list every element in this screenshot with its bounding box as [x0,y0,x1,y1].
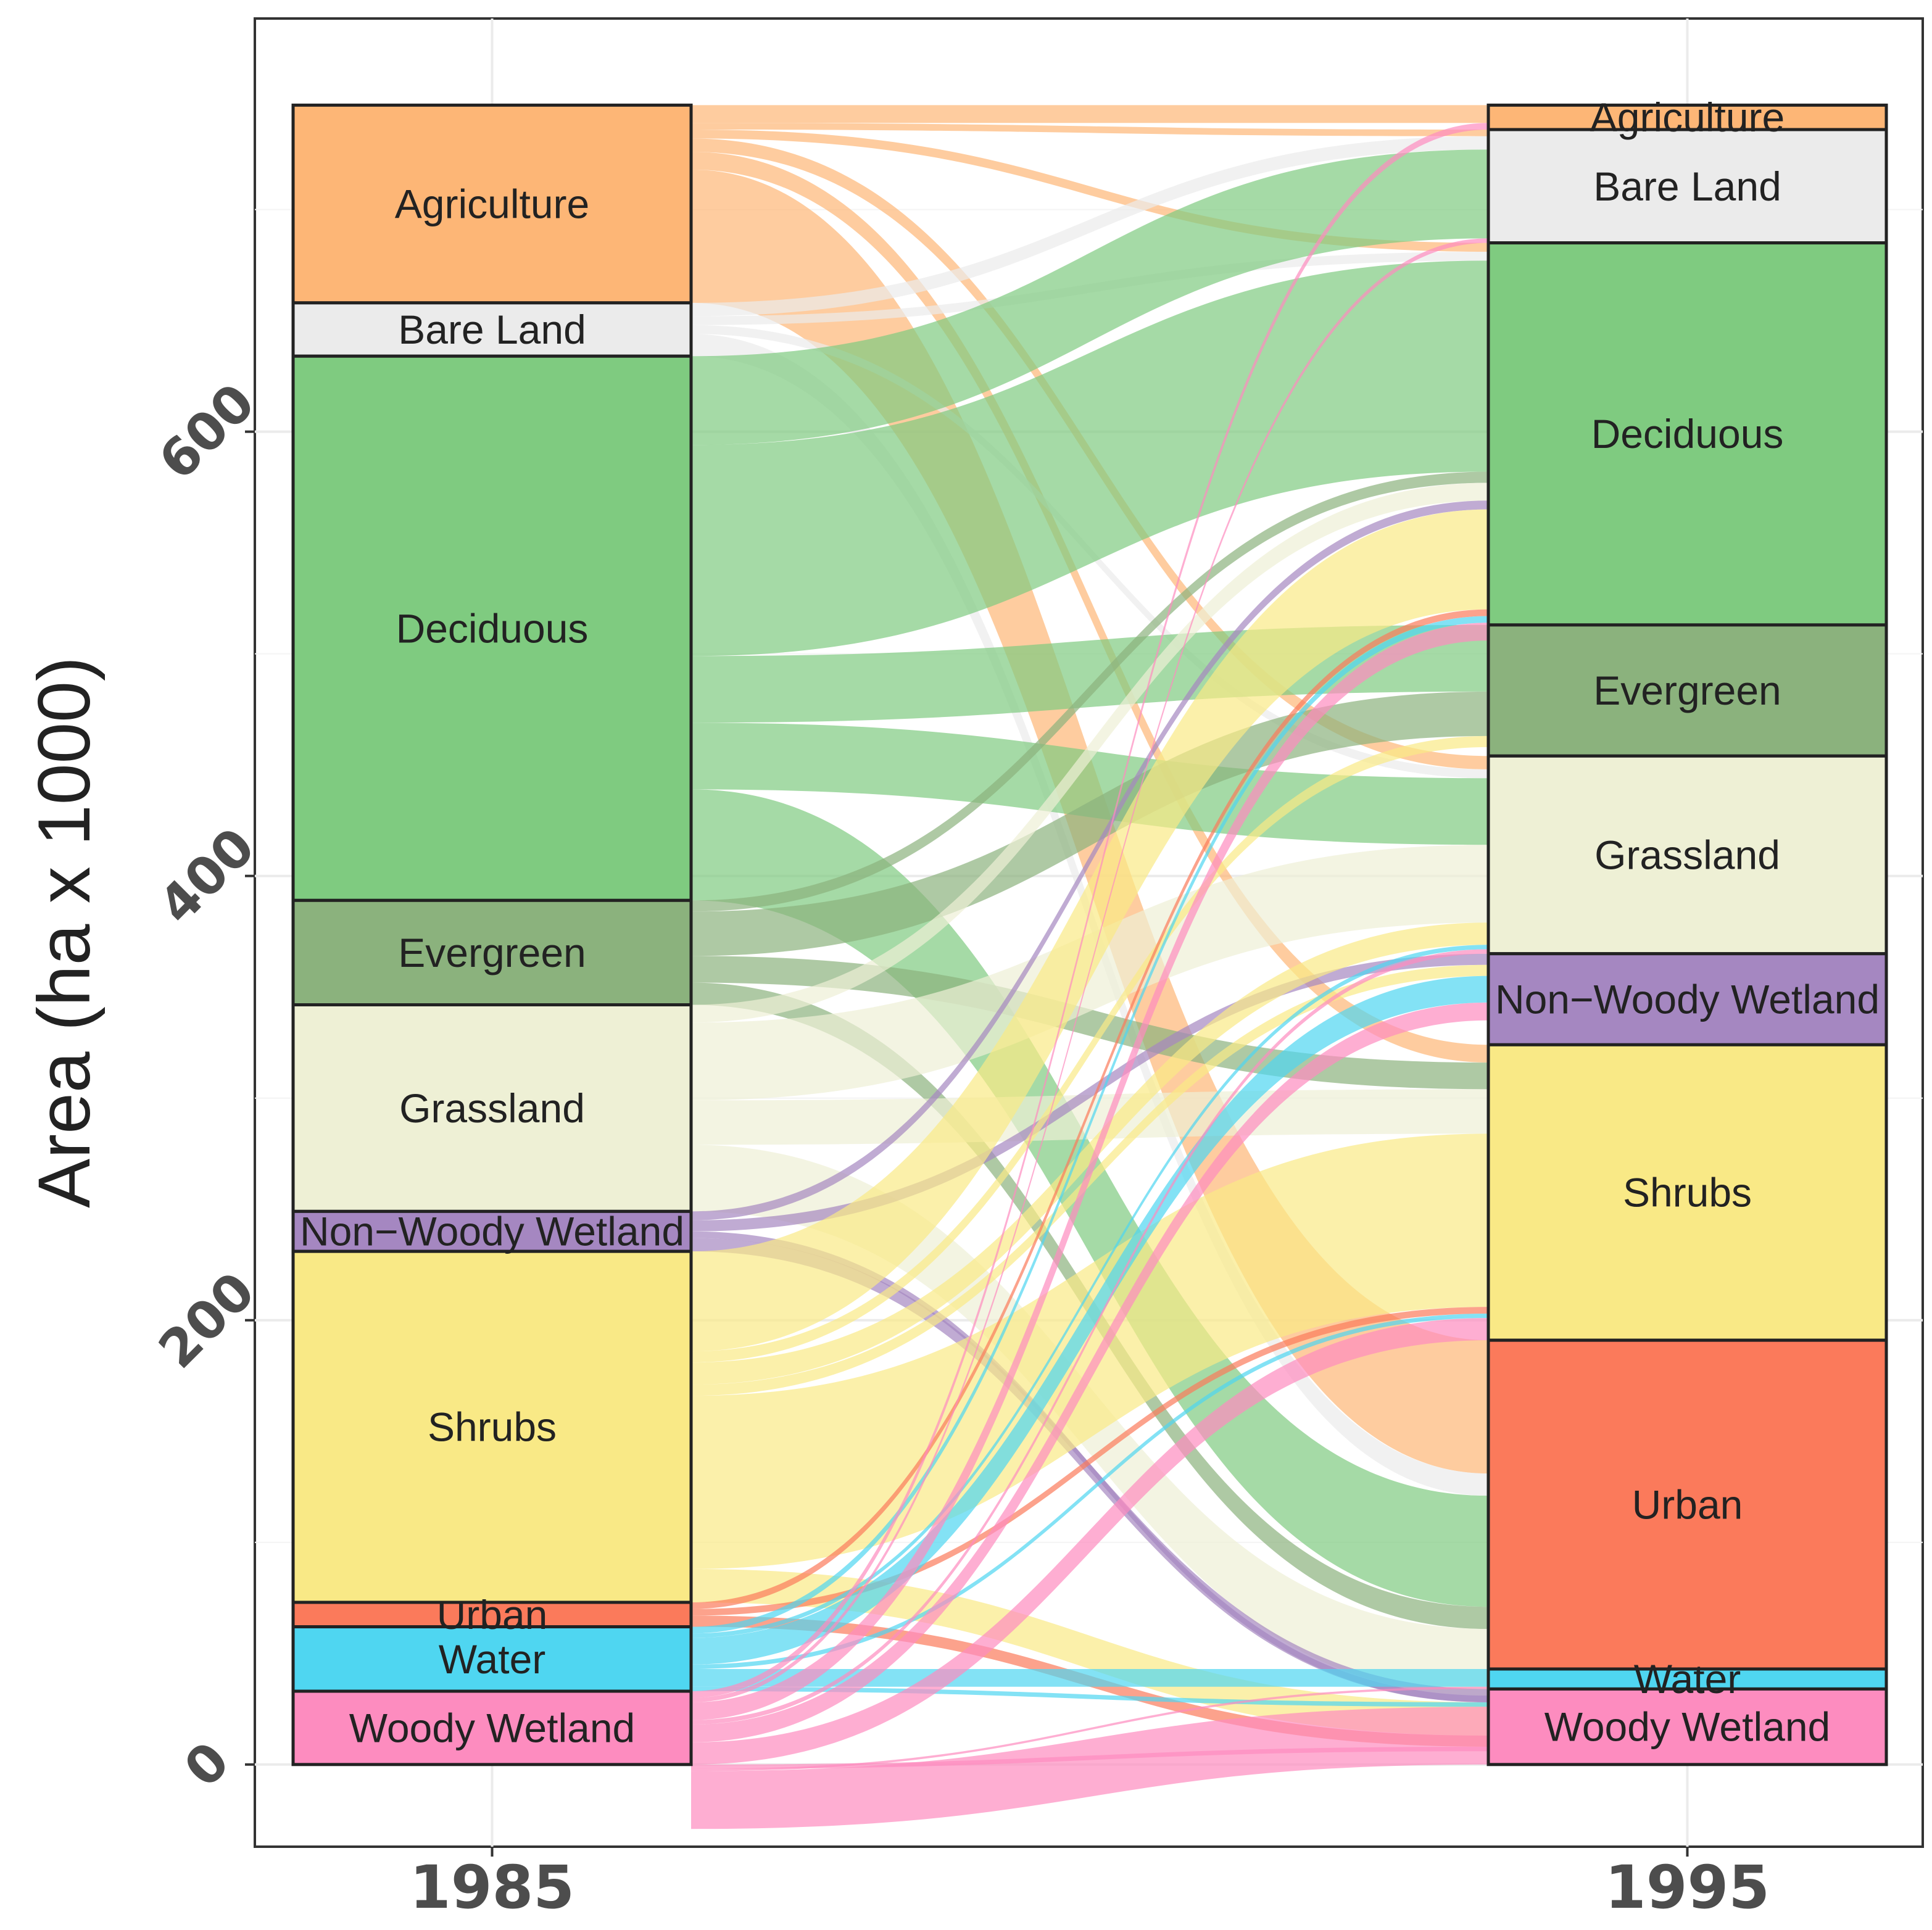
y-axis-title: Area (ha x 1000) [23,656,106,1208]
flow-water-to-grassland [691,945,1488,1638]
node-label-1995-woody-wetland: Woody Wetland [1544,1704,1830,1750]
node-label-1985-water: Water [439,1636,546,1682]
flows [691,105,1488,1829]
flow-evergreen-to-evergreen [691,691,1488,956]
node-labels: Agriculture Bare Land Deciduous Evergreen Gr… [300,94,1880,1750]
y-tick-label: 600 [147,372,266,491]
flow-evergreen-to-deciduous [691,471,1488,912]
node-label-1995-urban: Urban [1632,1482,1743,1528]
flow-woody-wetland-to-shrubs [691,1318,1488,1765]
node-1985-deciduous [291,354,693,902]
flow-urban-to-shrubs [691,1307,1488,1616]
node-1995-deciduous [1486,241,1888,627]
node-1995-urban [1486,1338,1888,1671]
nodes [291,103,1888,1766]
flow-shrubs-to-evergreen [691,735,1488,1363]
node-1985-urban [291,1601,693,1629]
node-label-1995-shrubs: Shrubs [1623,1170,1752,1216]
node-label-1985-non-woody-wetland: Non−Woody Wetland [300,1209,684,1254]
node-1995-woody-wetland [1486,1687,1888,1766]
y-axis-ticks: 0 200 400 600 [147,372,266,1799]
flow-agriculture-to-deciduous [691,130,1488,252]
flow-agriculture-to-shrubs [691,152,1488,1063]
node-1995-bare-land [1486,128,1888,245]
flow-woody-wetland-to-woody-wetland [691,1707,1488,1829]
y-tick-label: 400 [147,816,266,935]
flow-shrubs-to-shrubs [691,1133,1488,1569]
flow-water-to-water [691,1668,1488,1687]
node-1995-non-woody-wetland [1486,952,1888,1046]
flow-woody-wetland-to-grassland [691,949,1488,1725]
flow-shrubs-to-deciduous [691,509,1488,1352]
flow-deciduous-to-grassland [691,723,1488,845]
node-1995-grassland [1486,754,1888,956]
node-label-1995-water: Water [1634,1656,1741,1702]
flow-non-woody-wetland-to-non-woody-wetland [691,953,1488,1232]
flow-shrubs-to-urban [691,1568,1488,1736]
flow-water-to-non-woody-wetland [691,975,1488,1665]
flow-deciduous-to-deciduous [691,260,1488,656]
node-1995-agriculture [1486,103,1888,131]
x-tick-label-1995: 1995 [1605,1853,1770,1922]
flow-non-woody-wetland-to-woody-wetland [691,1238,1488,1702]
node-label-1985-urban: Urban [437,1592,548,1638]
node-label-1995-grassland: Grassland [1594,832,1780,877]
flow-agriculture-to-bare-land [691,123,1488,136]
node-1985-water [291,1625,693,1693]
node-1985-shrubs [291,1249,693,1604]
flow-woody-wetland-to-non-woody-wetland [691,1002,1488,1742]
node-label-1985-woody-wetland: Woody Wetland [349,1705,635,1750]
flow-water-to-deciduous [691,616,1488,1634]
node-1995-water [1486,1667,1888,1691]
node-1985-evergreen [291,898,693,1007]
y-tick-label: 200 [147,1261,266,1380]
node-label-1985-grassland: Grassland [399,1085,585,1131]
node-label-1995-non-woody-wetland: Non−Woody Wetland [1495,977,1880,1022]
x-axis-ticks: 1985 1995 [410,1847,1770,1922]
flow-grassland-to-shrubs [691,1089,1488,1145]
node-label-1995-bare-land: Bare Land [1593,164,1781,209]
flow-woody-wetland-to-water [691,1686,1488,1771]
node-1985-bare-land [291,301,693,358]
node-label-1985-shrubs: Shrubs [428,1404,557,1450]
node-label-1985-agriculture: Agriculture [395,181,589,227]
node-label-1985-bare-land: Bare Land [398,307,586,352]
flow-non-woody-wetland-to-deciduous [691,500,1488,1220]
flow-water-to-woody-wetland [691,1686,1488,1707]
x-tick-label-1985: 1985 [410,1853,574,1922]
node-1995-shrubs [1486,1043,1888,1342]
node-1985-grassland [291,1003,693,1213]
flow-woody-wetland-to-agriculture [691,123,1488,1698]
node-label-1985-evergreen: Evergreen [398,930,586,975]
node-1985-agriculture [291,103,693,305]
node-label-1995-deciduous: Deciduous [1591,411,1784,457]
flow-urban-to-deciduous [691,609,1488,1609]
y-tick-label: 0 [173,1730,241,1799]
flow-shrubs-to-grassland [691,922,1488,1385]
flow-agriculture-to-agriculture [691,105,1488,123]
flow-deciduous-to-urban [691,789,1488,1607]
node-1985-woody-wetland [291,1689,693,1766]
node-1985-non-woody-wetland [291,1209,693,1253]
flow-woody-wetland-to-bare-land [691,238,1488,1702]
node-label-1995-evergreen: Evergreen [1593,668,1781,713]
flow-grassland-to-deciduous [691,483,1488,1023]
node-label-1995-agriculture: Agriculture [1590,94,1785,140]
flow-water-to-shrubs [691,1313,1488,1669]
flow-deciduous-to-bare-land [691,149,1488,445]
flow-bare-land-to-bare-land [691,136,1488,317]
node-label-1985-deciduous: Deciduous [396,605,589,651]
flow-woody-wetland-to-deciduous [691,623,1488,1720]
